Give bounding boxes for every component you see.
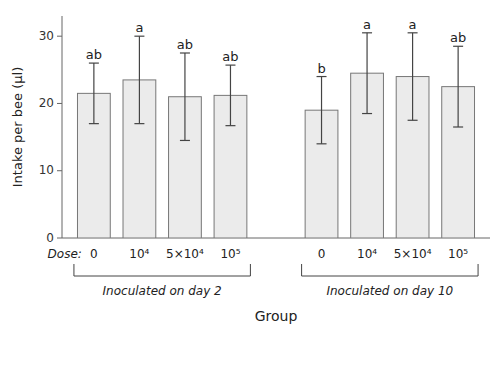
error-bar	[317, 77, 327, 144]
error-stem	[412, 33, 413, 120]
error-stem	[230, 65, 231, 126]
significance-label: a	[409, 17, 417, 32]
error-cap	[362, 32, 372, 33]
significance-label: ab	[177, 37, 193, 52]
y-axis-label: Intake per bee (µl)	[10, 67, 25, 187]
y-tick-label: 10	[39, 163, 54, 177]
category-label: 5×10⁴	[166, 247, 204, 261]
error-stem	[366, 33, 367, 114]
significance-label: ab	[222, 49, 238, 64]
error-cap	[453, 126, 463, 127]
error-cap	[317, 143, 327, 144]
group-label: Inoculated on day 2	[103, 284, 222, 298]
category-prefix: Dose:	[48, 247, 82, 261]
error-cap	[89, 123, 99, 124]
x-axis-label: Group	[255, 308, 298, 324]
error-bar	[225, 65, 235, 126]
y-axis-line	[62, 16, 63, 238]
error-cap	[89, 62, 99, 63]
error-cap	[225, 125, 235, 126]
significance-label: ab	[450, 30, 466, 45]
y-tick	[57, 170, 62, 171]
error-stem	[139, 36, 140, 123]
category-label: 0	[318, 247, 326, 261]
y-tick	[57, 36, 62, 37]
error-cap	[408, 32, 418, 33]
error-bar	[89, 63, 99, 124]
significance-label: a	[135, 20, 143, 35]
group-bracket	[74, 264, 250, 276]
error-cap	[225, 65, 235, 66]
y-tick	[57, 238, 62, 239]
y-tick-label: 0	[46, 231, 54, 245]
error-bar	[453, 46, 463, 127]
significance-label: a	[363, 17, 371, 32]
category-label: 5×10⁴	[394, 247, 432, 261]
error-cap	[180, 52, 190, 53]
error-stem	[93, 63, 94, 124]
y-tick	[57, 103, 62, 104]
group-bracket	[302, 264, 478, 276]
error-cap	[453, 46, 463, 47]
error-cap	[134, 123, 144, 124]
category-label: 0	[90, 247, 98, 261]
category-label: 10⁴	[129, 247, 149, 261]
error-stem	[184, 53, 185, 140]
category-label: 10⁴	[357, 247, 377, 261]
error-cap	[134, 36, 144, 37]
significance-label: b	[317, 61, 325, 76]
error-cap	[408, 120, 418, 121]
error-stem	[458, 46, 459, 127]
group-label: Inoculated on day 10	[326, 284, 453, 298]
y-tick-label: 20	[39, 96, 54, 110]
category-label: 10⁵	[220, 247, 240, 261]
error-bar	[362, 33, 372, 114]
error-cap	[317, 76, 327, 77]
plot-marks	[77, 33, 474, 238]
error-bar	[180, 53, 190, 140]
significance-label: ab	[86, 47, 102, 62]
y-tick-label: 30	[39, 29, 54, 43]
error-bar	[134, 36, 144, 123]
error-bar	[408, 33, 418, 120]
error-cap	[180, 140, 190, 141]
error-stem	[321, 77, 322, 144]
error-cap	[362, 113, 372, 114]
category-label: 10⁵	[448, 247, 468, 261]
